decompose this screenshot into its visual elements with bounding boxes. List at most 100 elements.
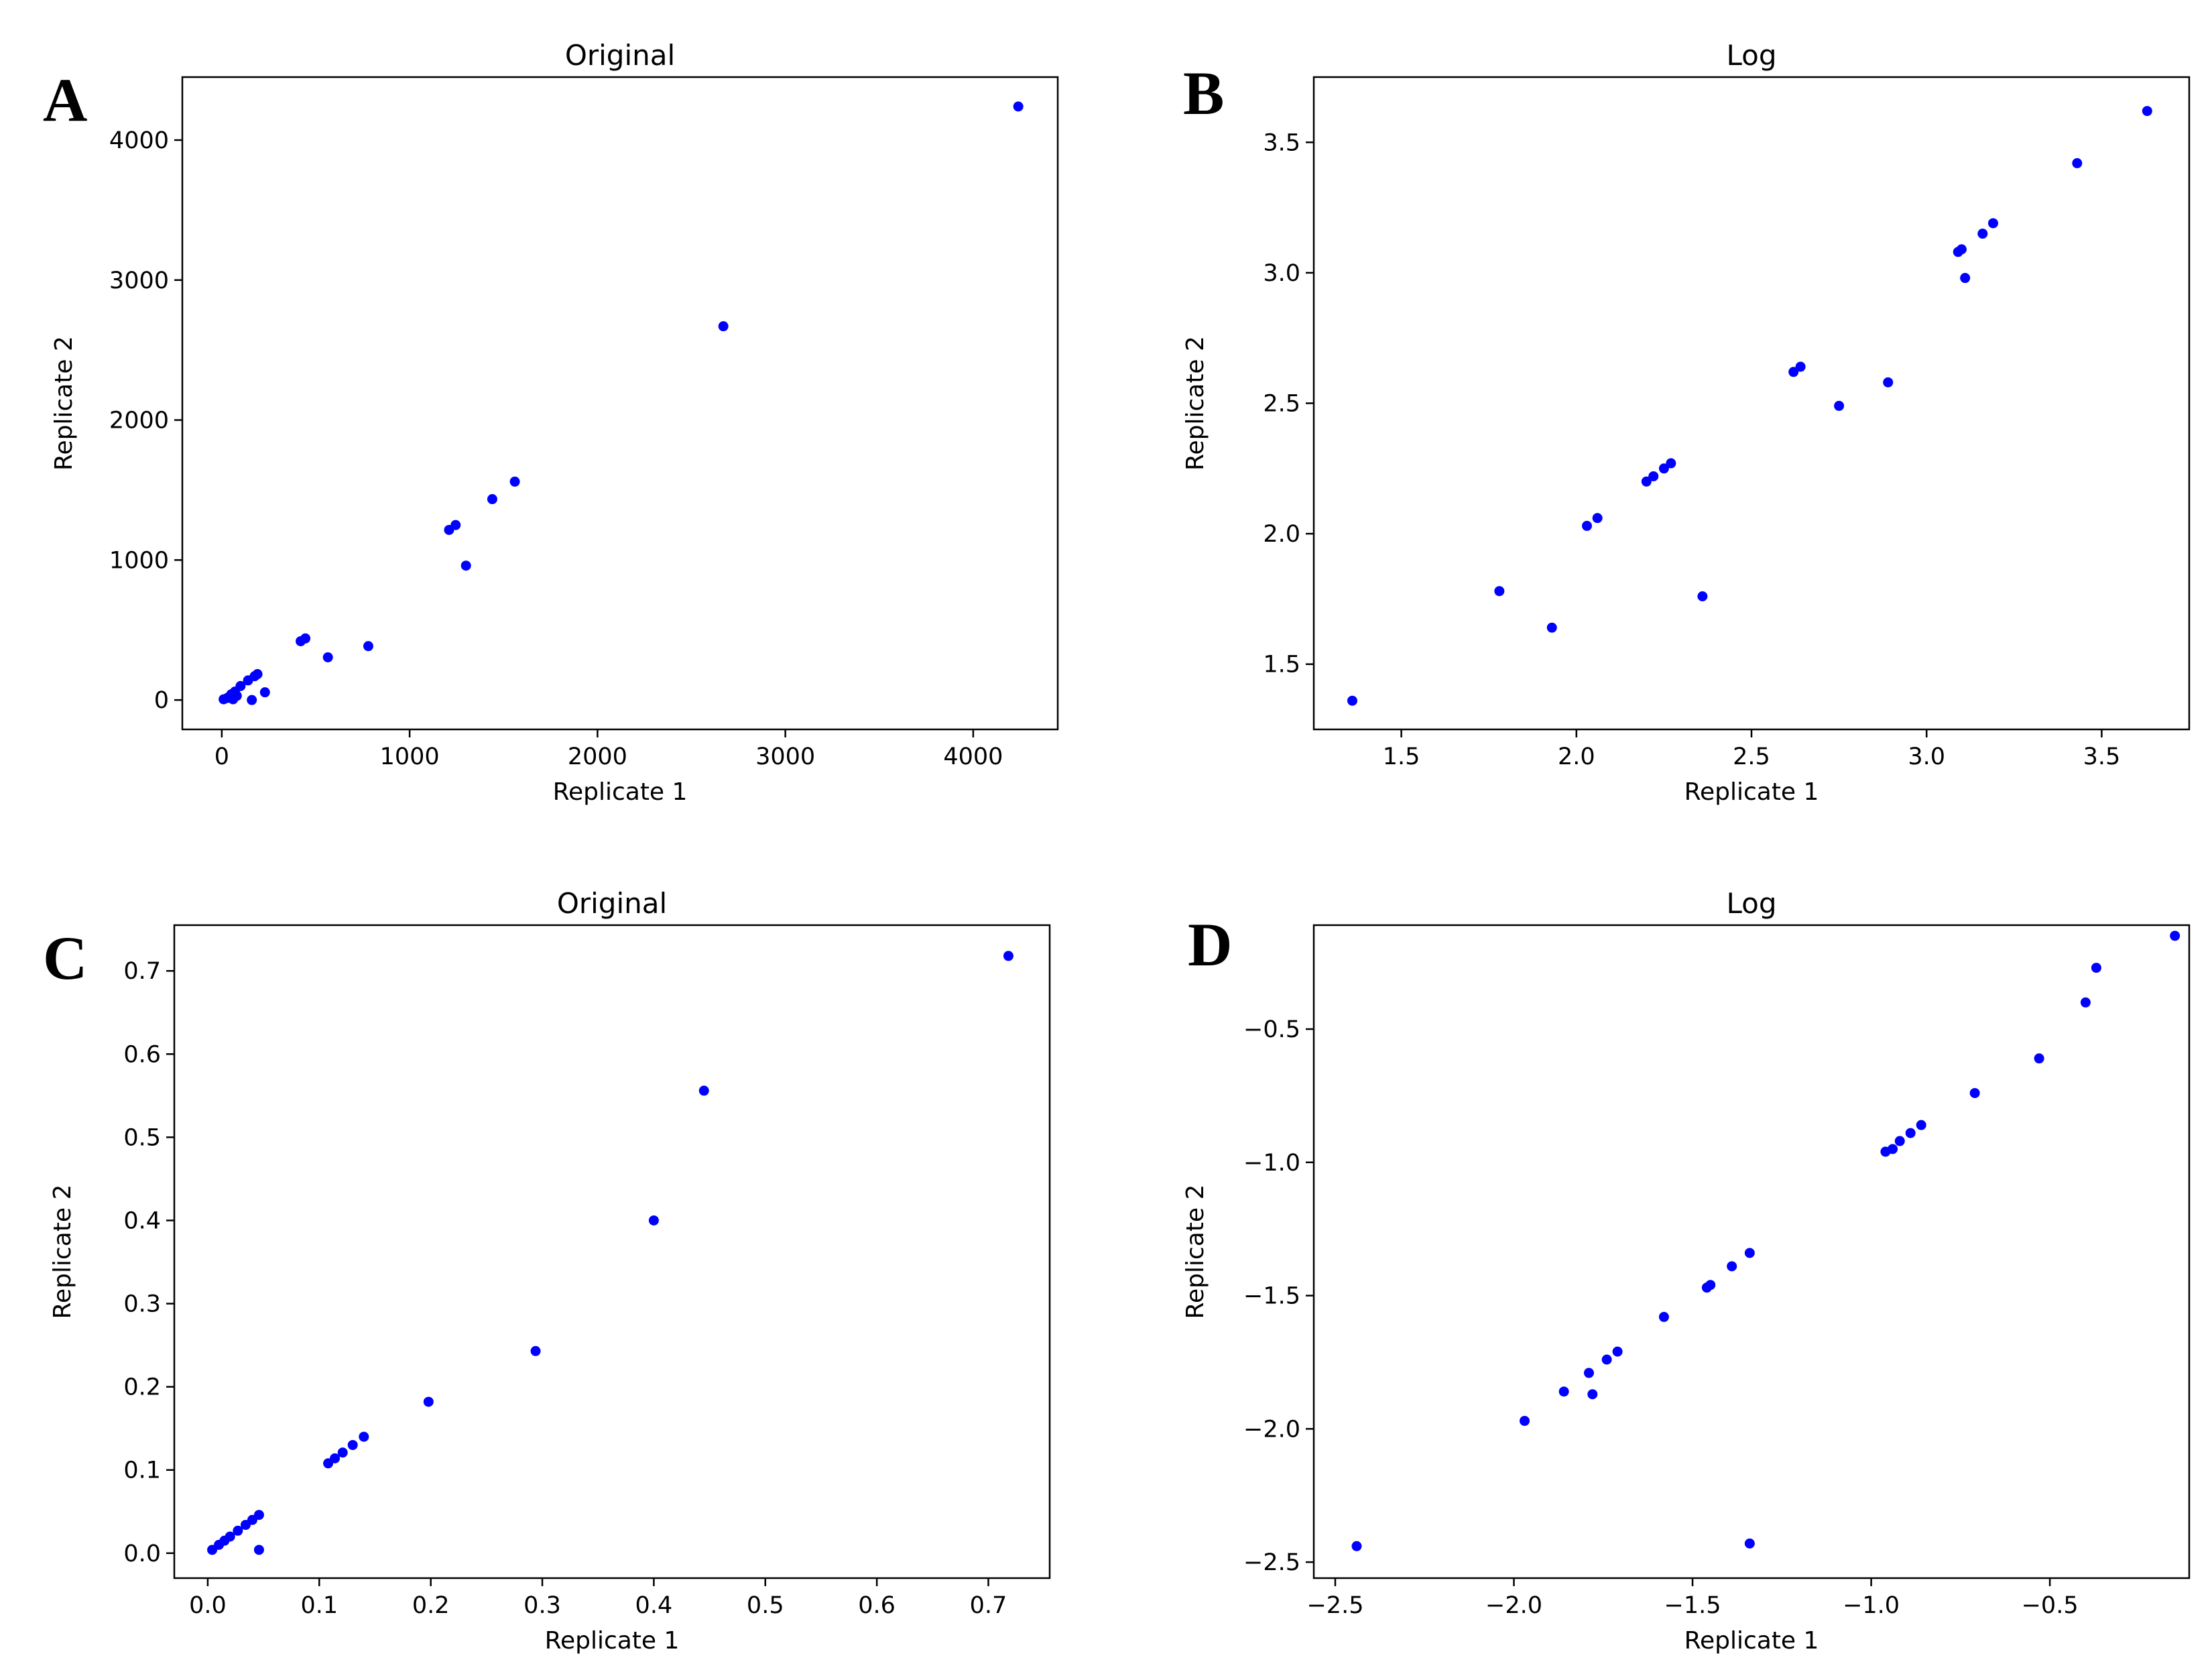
chart-3-frame [1312, 924, 2191, 1579]
chart-2-xtick-label: 0.1 [300, 1592, 338, 1619]
chart-2-ytick-label: 0.2 [123, 1374, 161, 1401]
chart-2-point [253, 1545, 264, 1555]
chart-1-panel-letter: B [1183, 59, 1224, 127]
chart-3-ylabel: Replicate 2 [1182, 1185, 1209, 1319]
chart-1-xtick-label: 2.5 [1733, 743, 1770, 770]
chart-1-ytick-label: 2.0 [1263, 521, 1300, 548]
chart-1-point [1956, 244, 1967, 255]
chart-2-ylabel: Replicate 2 [49, 1185, 76, 1319]
chart-3-ytick-label: −1.5 [1243, 1283, 1300, 1310]
chart-0-panel-letter: A [43, 66, 87, 134]
chart-3-point [1969, 1087, 1980, 1098]
chart-0-point [487, 494, 497, 505]
chart-3-point [1658, 1311, 1669, 1322]
chart-3-xlabel: Replicate 1 [1684, 1627, 1819, 1655]
chart-3-point [1583, 1368, 1594, 1378]
chart-3-xtick-label: −0.5 [2022, 1592, 2079, 1619]
chart-2-point [359, 1431, 369, 1442]
panel-a: A Original 0 1000 2000 3000 4000 0 1000 2000 3000 4… [43, 39, 1059, 806]
chart-3-point [1587, 1389, 1598, 1400]
chart-3-point [1705, 1280, 1716, 1291]
chart-0-ylabel: Replicate 2 [50, 336, 78, 471]
chart-2-xtick-label: 0.5 [747, 1592, 784, 1619]
chart-2-ytick-label: 0.3 [123, 1291, 161, 1318]
chart-0-xtick-label: 1000 [380, 743, 440, 770]
chart-3-point [1916, 1120, 1926, 1130]
chart-2-xtick-label: 0.6 [858, 1592, 896, 1619]
chart-3-point [2080, 997, 2091, 1008]
chart-1-point [1788, 367, 1799, 377]
chart-2-ytick-label: 0.0 [123, 1541, 161, 1567]
chart-3-xtick-label: −2.5 [1306, 1592, 1363, 1619]
chart-1-ytick-label: 2.5 [1263, 391, 1300, 418]
chart-0-xlabel: Replicate 1 [553, 778, 688, 806]
chart-0-point [718, 321, 729, 332]
chart-0-frame [181, 76, 1059, 731]
chart-0-point [450, 520, 461, 530]
chart-0-point [460, 560, 471, 571]
chart-3-point [1558, 1386, 1569, 1397]
chart-0-xtick-label: 4000 [943, 743, 1003, 770]
chart-1-point [1347, 695, 1357, 706]
chart-1-point [1977, 229, 1988, 239]
panel-c: C Original 0.0 0.1 0.2 0.3 0.4 0.5 0.6 0.7 0.0 0.1 0… [43, 887, 1051, 1655]
chart-3-xtick-label: −2.0 [1485, 1592, 1542, 1619]
chart-1-point [1641, 476, 1652, 487]
chart-0-xtick-label: 0 [214, 743, 229, 770]
chart-0-point [231, 691, 242, 701]
chart-3-ytick-label: −0.5 [1243, 1016, 1300, 1043]
chart-2-panel-letter: C [43, 924, 87, 992]
chart-2-point [423, 1396, 434, 1407]
chart-2-xtick-label: 0.2 [412, 1592, 450, 1619]
chart-2-point [337, 1447, 348, 1458]
chart-3-xtick-label: −1.5 [1664, 1592, 1721, 1619]
chart-2-point [225, 1531, 235, 1542]
chart-2-ytick-label: 0.4 [123, 1207, 161, 1234]
chart-3-point [1612, 1346, 1623, 1357]
chart-3-ytick-label: −2.5 [1243, 1549, 1300, 1576]
chart-3-point [2034, 1053, 2044, 1064]
chart-0-point [259, 687, 270, 698]
chart-0-ytick-label: 1000 [109, 547, 169, 574]
chart-0-ytick-label: 2000 [109, 408, 169, 434]
chart-0-point [252, 669, 263, 680]
chart-2-point [1003, 951, 1013, 961]
chart-3-point [1727, 1261, 1737, 1272]
chart-2-xtick-label: 0.0 [189, 1592, 227, 1619]
chart-0-point [509, 476, 520, 487]
chart-3-point [1601, 1354, 1612, 1365]
chart-0-xtick-label: 3000 [755, 743, 815, 770]
chart-1-ytick-label: 3.5 [1263, 129, 1300, 156]
chart-0-point [322, 652, 333, 662]
chart-1-point [2142, 106, 2152, 117]
chart-1-point [1987, 218, 1998, 229]
chart-2-xtick-label: 0.7 [970, 1592, 1007, 1619]
chart-3-point [1744, 1538, 1755, 1549]
chart-0-point [1013, 101, 1024, 112]
chart-1-point [1834, 400, 1845, 411]
chart-3-point [1894, 1136, 1905, 1146]
chart-0-title: Original [565, 39, 675, 72]
chart-0-point [300, 633, 311, 644]
chart-1-xtick-label: 2.0 [1558, 743, 1595, 770]
chart-3-point [1351, 1541, 1362, 1551]
chart-1-ylabel: Replicate 2 [1182, 336, 1209, 471]
chart-2-ytick-label: 0.1 [123, 1457, 161, 1484]
chart-1-point [1648, 471, 1659, 481]
chart-1-xtick-label: 3.0 [1908, 743, 1945, 770]
chart-1-title: Log [1726, 39, 1776, 72]
chart-1-xtick-label: 1.5 [1383, 743, 1420, 770]
chart-3-ytick-label: −2.0 [1243, 1416, 1300, 1443]
chart-2-ytick-label: 0.5 [123, 1124, 161, 1151]
chart-1-ytick-label: 1.5 [1263, 652, 1300, 678]
chart-3-point [1520, 1415, 1530, 1426]
chart-2-point [698, 1085, 709, 1096]
chart-3-ytick-label: −1.0 [1243, 1150, 1300, 1177]
chart-2-frame [173, 924, 1051, 1579]
chart-1-xtick-label: 3.5 [2083, 743, 2121, 770]
chart-2-point [330, 1453, 341, 1463]
chart-1-point [1960, 273, 1971, 284]
panel-d: D Log −2.5 −2.0 −1.5 −1.0 −0.5 −2.5 −2.0 −1.5 −1.0… [1182, 887, 2191, 1655]
chart-1-point [1658, 463, 1669, 474]
